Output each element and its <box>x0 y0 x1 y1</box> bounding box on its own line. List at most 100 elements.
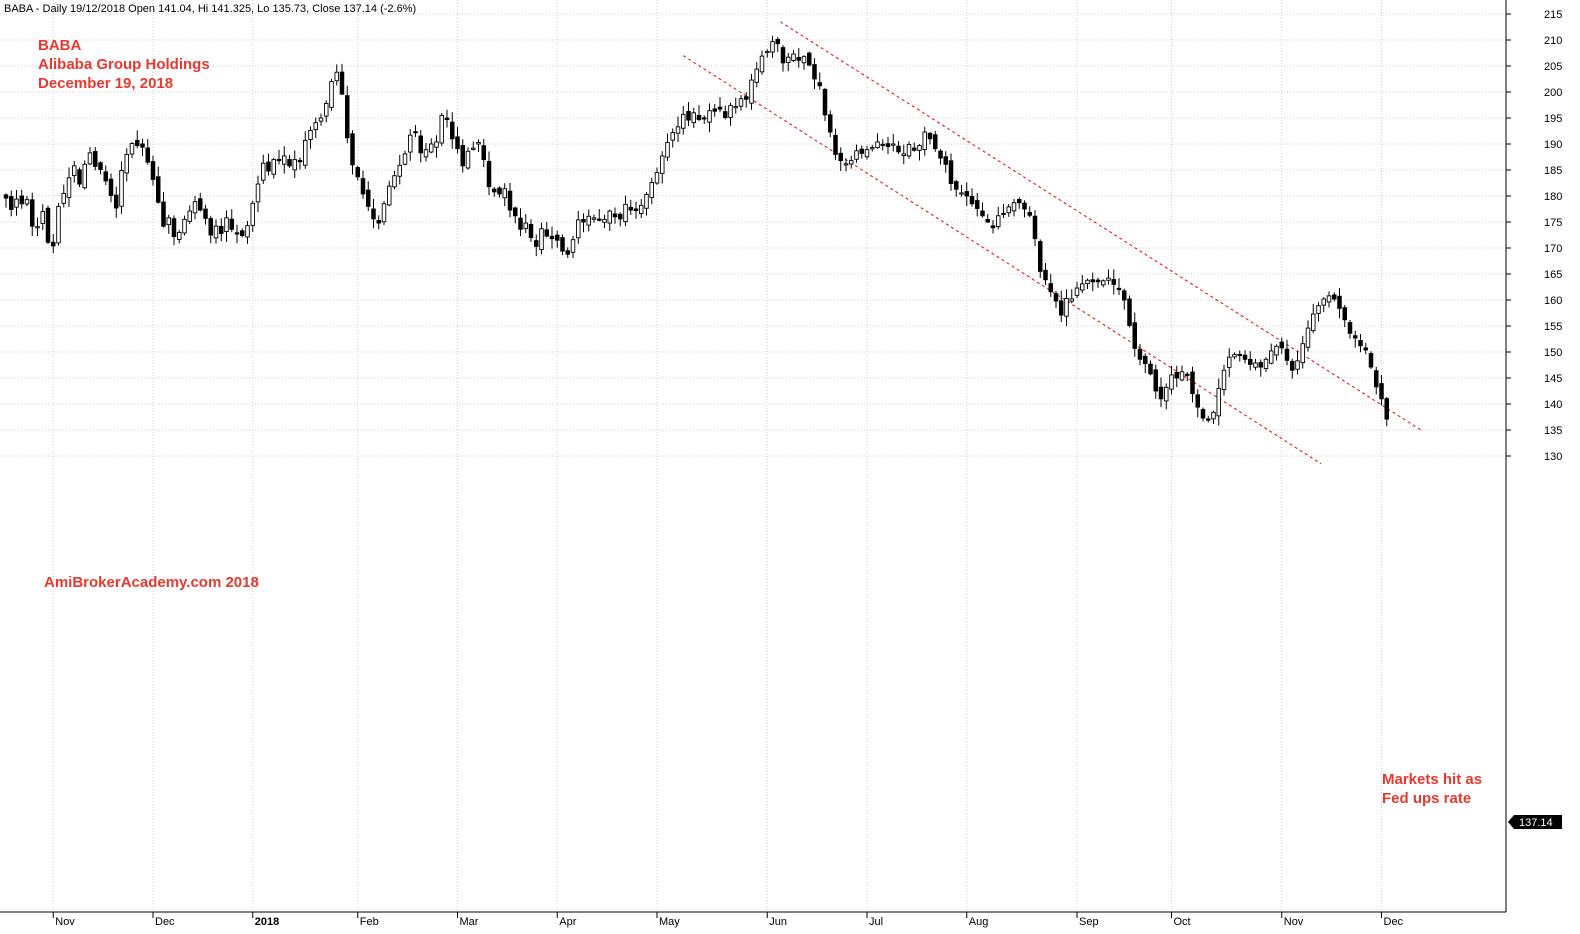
candle <box>418 129 424 163</box>
candle <box>87 146 93 166</box>
candle <box>828 110 833 138</box>
candle <box>623 195 628 227</box>
candle <box>1337 288 1342 319</box>
candle <box>176 229 182 244</box>
candle <box>1295 350 1300 375</box>
candle <box>113 186 119 218</box>
candle <box>376 215 382 230</box>
candle <box>1090 272 1095 292</box>
candle <box>1053 291 1059 308</box>
candle <box>954 179 959 197</box>
candle <box>749 73 754 110</box>
candle <box>570 235 576 258</box>
candle <box>329 78 334 111</box>
candle <box>171 215 177 246</box>
candle <box>796 47 802 68</box>
candle <box>686 102 691 127</box>
candle <box>723 105 728 120</box>
candle <box>1368 351 1374 369</box>
x-tick-label: Aug <box>969 916 989 928</box>
candle <box>3 193 9 208</box>
candle <box>313 117 319 139</box>
candle <box>591 214 597 223</box>
candle <box>497 186 502 198</box>
candle <box>1373 366 1379 395</box>
y-tick-label: 160 <box>1544 295 1562 307</box>
candle <box>675 116 681 143</box>
candle <box>738 94 744 111</box>
candle <box>670 128 676 148</box>
candle <box>66 167 72 207</box>
candle <box>1200 407 1206 422</box>
candle <box>969 188 975 207</box>
candle <box>1242 350 1248 364</box>
candle <box>1253 358 1258 371</box>
candle <box>733 97 739 114</box>
candle <box>1011 199 1017 217</box>
candle <box>197 192 203 212</box>
candle <box>1190 366 1195 403</box>
candle <box>1148 360 1153 376</box>
candle <box>392 171 397 190</box>
y-tick-label: 205 <box>1544 61 1562 73</box>
candle <box>387 180 392 207</box>
candle <box>1274 344 1279 361</box>
candle <box>19 189 25 209</box>
candle <box>901 144 907 165</box>
candle <box>1022 200 1027 218</box>
candle <box>1184 372 1190 382</box>
y-tick-label: 195 <box>1544 113 1562 125</box>
candle <box>549 226 555 249</box>
candle <box>1043 263 1048 286</box>
candle <box>633 201 639 219</box>
watermark-label: AmiBrokerAcademy.com 2018 <box>44 574 259 591</box>
candle <box>103 165 108 185</box>
candle <box>234 224 240 244</box>
candle <box>1289 358 1295 379</box>
candle <box>933 130 938 152</box>
candle <box>8 190 14 217</box>
candle <box>1121 288 1127 310</box>
candle <box>775 37 781 52</box>
y-tick-label: 210 <box>1544 35 1562 47</box>
candle <box>597 209 602 222</box>
candle <box>381 201 387 226</box>
candle <box>665 133 670 161</box>
candle <box>1017 197 1022 209</box>
grid-lines <box>0 0 1506 912</box>
candle <box>486 151 492 196</box>
y-tick-label: 155 <box>1544 321 1562 333</box>
candle <box>938 149 943 165</box>
candle <box>896 141 901 155</box>
candle <box>586 209 592 232</box>
y-tick-label: 165 <box>1544 269 1562 281</box>
candle <box>812 58 817 90</box>
fed-note-line2: Fed ups rate <box>1382 790 1471 807</box>
candle <box>481 138 487 168</box>
ticker-label: BABA <box>38 37 81 54</box>
candle <box>439 112 445 147</box>
candle <box>1205 415 1211 423</box>
candle <box>166 214 171 234</box>
x-tick-label: Mar <box>460 916 479 928</box>
candle <box>912 142 917 152</box>
candle <box>308 126 313 149</box>
candle <box>92 147 98 171</box>
candle <box>817 72 823 90</box>
candle <box>807 51 812 67</box>
x-tick-label: May <box>659 916 680 928</box>
candle <box>1153 364 1158 399</box>
candle <box>964 182 970 207</box>
candle <box>155 166 161 204</box>
candle <box>140 138 145 157</box>
candle <box>1352 330 1358 348</box>
candle <box>1037 239 1043 278</box>
candle <box>282 146 287 174</box>
candle <box>791 49 796 62</box>
candle <box>1142 353 1148 374</box>
candle <box>948 153 954 191</box>
candle <box>849 155 854 169</box>
candle <box>476 139 481 153</box>
candle <box>528 219 534 243</box>
candle <box>1079 274 1085 294</box>
